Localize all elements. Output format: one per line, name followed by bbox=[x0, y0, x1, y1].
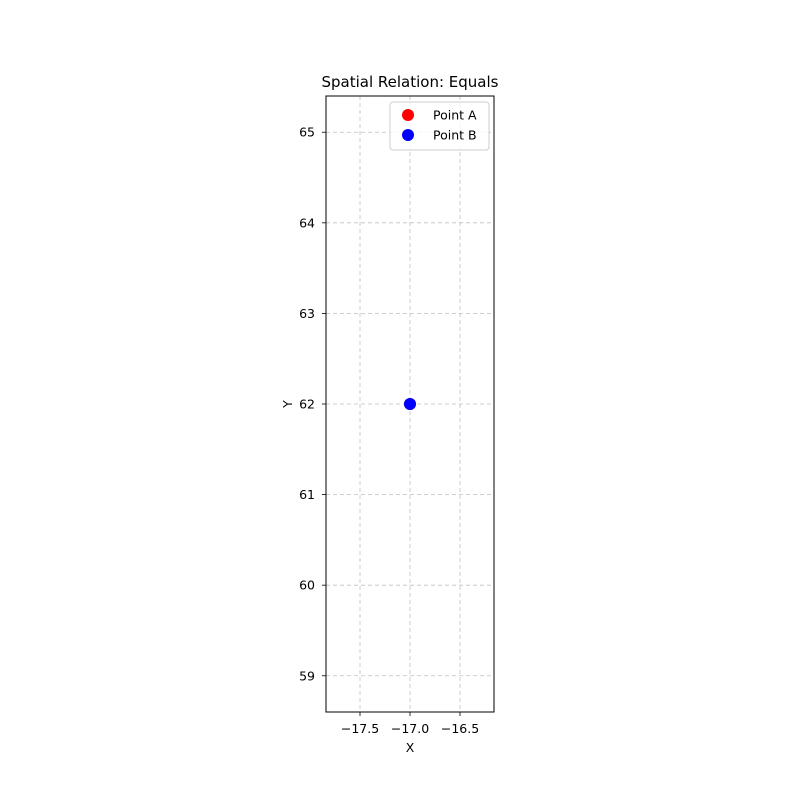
data-point-point-b bbox=[404, 398, 416, 410]
y-axis-label: Y bbox=[280, 400, 295, 409]
y-tick-label: 64 bbox=[299, 215, 315, 230]
y-tick-label: 61 bbox=[299, 487, 315, 502]
x-tick-label: −17.5 bbox=[341, 721, 379, 736]
points-layer bbox=[404, 398, 416, 410]
legend-marker-point-a bbox=[402, 109, 414, 121]
x-tick-label: −17.0 bbox=[391, 721, 429, 736]
y-tick-label: 65 bbox=[299, 125, 315, 140]
y-tick-label: 63 bbox=[299, 306, 315, 321]
legend-marker-point-b bbox=[402, 129, 414, 141]
chart-title: Spatial Relation: Equals bbox=[322, 73, 499, 91]
y-tick-label: 62 bbox=[299, 397, 315, 412]
legend: Point A Point B bbox=[389, 101, 490, 151]
legend-label-point-a: Point A bbox=[433, 108, 477, 123]
y-tick-label: 59 bbox=[299, 668, 315, 683]
y-tick-label: 60 bbox=[299, 578, 315, 593]
x-tick-label: −16.5 bbox=[441, 721, 479, 736]
ticks-layer: −17.5 −17.0 −16.5 59 60 61 62 63 64 65 bbox=[299, 125, 479, 736]
legend-label-point-b: Point B bbox=[433, 128, 477, 143]
x-axis-label: X bbox=[406, 740, 415, 755]
legend-box bbox=[389, 101, 490, 151]
